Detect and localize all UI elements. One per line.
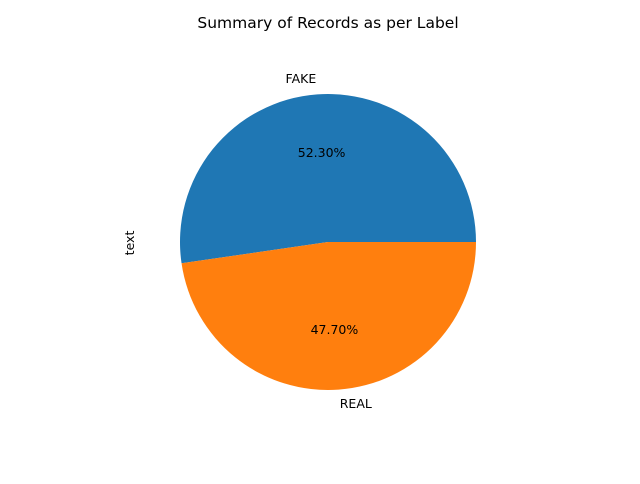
slice-label-real: REAL [340,396,372,411]
slice-percent-real: 47.70% [311,322,359,337]
chart-title: Summary of Records as per Label [197,14,458,32]
slice-percent-fake: 52.30% [298,145,346,160]
y-axis-label: text [122,231,137,256]
pie-slices-group [180,94,477,391]
pie-labels-group: FAKE 52.30% REAL 47.70% [286,71,372,411]
pie-slice-real [181,242,477,391]
pie-slice-fake [180,94,476,264]
slice-label-fake: FAKE [286,71,317,86]
